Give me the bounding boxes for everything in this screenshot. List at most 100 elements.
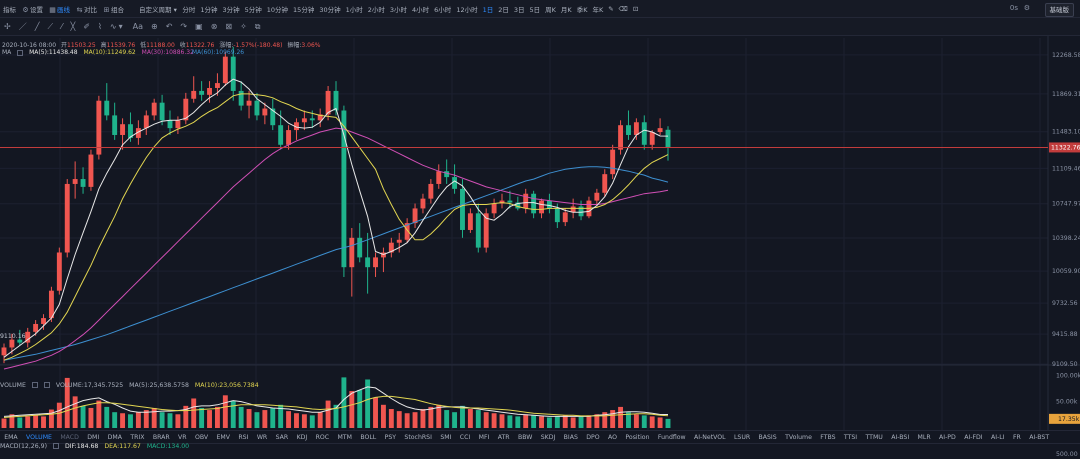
top-menu-label: 对比 — [84, 5, 97, 14]
indicator-tab-emv[interactable]: EMV — [216, 433, 230, 441]
timeframe-8[interactable]: 2小时 — [367, 5, 385, 14]
macd-settings-icon[interactable] — [52, 443, 59, 449]
indicator-tab-vr[interactable]: VR — [178, 433, 187, 441]
indicator-tab-ai-li[interactable]: AI-LI — [991, 433, 1005, 441]
indicator-tab-skdj[interactable]: SKDJ — [540, 433, 556, 441]
top-extra-icon[interactable]: ✎ — [608, 4, 614, 13]
indicator-tab-basis[interactable]: BASIS — [758, 433, 777, 441]
top-extra-icon[interactable]: ⊡ — [632, 4, 639, 13]
indicator-tab-ai-bst[interactable]: AI-BST — [1029, 433, 1050, 441]
indicator-tab-ftbs[interactable]: FTBS — [820, 433, 836, 441]
timeframe-7[interactable]: 1小时 — [345, 5, 363, 14]
indicator-tab-boll[interactable]: BOLL — [360, 433, 377, 441]
indicator-tab-position[interactable]: Position — [625, 433, 650, 441]
top-menu-2[interactable]: ▦画线 — [49, 4, 70, 14]
drawing-tool-icon[interactable]: ⁄ — [61, 22, 63, 31]
timeframe-16[interactable]: 5日 — [529, 5, 541, 14]
volume-settings-icon[interactable] — [31, 382, 38, 388]
indicator-tab-trix[interactable]: TRIX — [130, 433, 145, 441]
drawing-tool-icon[interactable]: ▣ — [195, 22, 203, 31]
chevron-down-icon[interactable]: ▾ — [118, 22, 123, 31]
drawing-tool-icon[interactable]: ✧ — [240, 22, 247, 31]
indicator-tab-mlr[interactable]: MLR — [917, 433, 931, 441]
drawing-tool-icon[interactable]: ↷ — [180, 22, 188, 31]
drawing-tool-icon[interactable]: ✢ — [4, 22, 11, 31]
volume-close-icon[interactable] — [43, 382, 50, 388]
drawing-tool-icon[interactable]: ↶ — [165, 22, 173, 31]
timeframe-11[interactable]: 6小时 — [434, 5, 452, 14]
indicator-tab-dpo[interactable]: DPO — [586, 433, 600, 441]
drawing-tool-icon[interactable]: ⊕ — [151, 22, 158, 31]
drawing-tool-icon[interactable]: ✐ — [83, 22, 91, 31]
top-menu-3[interactable]: ⇆ 对比 — [76, 4, 97, 14]
indicator-tab-dma[interactable]: DMA — [107, 433, 122, 441]
indicator-tab-rsi[interactable]: RSI — [238, 433, 249, 441]
indicator-tab-mfi[interactable]: MFI — [478, 433, 490, 441]
drawing-tool-icon[interactable]: ╳ — [70, 22, 76, 31]
top-menu-4[interactable]: ⊞ 组合 — [103, 4, 124, 14]
drawing-tool-icon[interactable]: ⟋ — [47, 21, 54, 31]
timeframe-14[interactable]: 2日 — [498, 5, 509, 14]
timeframe-3[interactable]: 5分钟 — [244, 5, 262, 14]
indicator-tab-ai-bsi[interactable]: AI-BSI — [891, 433, 910, 441]
drawing-tool-icon[interactable]: ⊗ — [210, 22, 218, 31]
indicator-tab-brar[interactable]: BRAR — [152, 433, 170, 441]
indicator-tab-tvolume[interactable]: TVolume — [785, 433, 812, 441]
timeframe-5[interactable]: 15分钟 — [293, 5, 315, 14]
timeframe-4[interactable]: 10分钟 — [266, 5, 289, 14]
timeframe-13[interactable]: 1日 — [482, 5, 494, 14]
top-extra-icon[interactable]: ⌫ — [618, 4, 628, 13]
top-menu-1[interactable]: ⚙设置 — [22, 4, 43, 14]
indicator-tab-fr[interactable]: FR — [1012, 433, 1021, 441]
basic-version-button[interactable]: 基础版 — [1044, 3, 1074, 17]
indicator-tab-bbw[interactable]: BBW — [517, 433, 533, 441]
timeframe-12[interactable]: 12小时 — [456, 5, 478, 14]
custom-period-dropdown[interactable]: 自定义周期 ▾ — [139, 5, 177, 14]
indicator-tab-mtm[interactable]: MTM — [337, 433, 352, 441]
indicator-tab-psy[interactable]: PSY — [384, 433, 397, 441]
timeframe-1[interactable]: 1分钟 — [200, 5, 218, 14]
indicator-tab-smi[interactable]: SMI — [440, 433, 452, 441]
indicator-tab-ttmu[interactable]: TTMU — [865, 433, 883, 441]
indicator-tab-ai-fdi[interactable]: AI-FDI — [964, 433, 983, 441]
drawing-tool-icon[interactable]: ⌇ — [98, 22, 102, 31]
settings-icon[interactable]: ⚙ — [1023, 4, 1030, 12]
indicator-tab-dmi[interactable]: DMI — [87, 433, 100, 441]
timeframe-2[interactable]: 3分钟 — [222, 5, 240, 14]
indicator-tab-macd[interactable]: MACD — [60, 433, 79, 441]
timeframe-19[interactable]: 季K — [576, 5, 588, 14]
timeframe-6[interactable]: 30分钟 — [319, 5, 341, 14]
timeframe-10[interactable]: 4小时 — [412, 5, 430, 14]
indicator-tab-ttsi[interactable]: TTSI — [843, 433, 858, 441]
indicator-tab-atr[interactable]: ATR — [497, 433, 510, 441]
drawing-tool-icon[interactable]: ／ — [18, 22, 27, 31]
indicator-tab-kdj[interactable]: KDJ — [296, 433, 308, 441]
indicator-tab-ema[interactable]: EMA — [4, 433, 18, 441]
indicator-tab-roc[interactable]: ROC — [315, 433, 330, 441]
ma-settings-icon[interactable] — [17, 49, 24, 56]
indicator-tab-fundflow[interactable]: Fundflow — [657, 433, 686, 441]
drawing-tool-icon[interactable]: Aa — [132, 22, 144, 31]
drawing-tool-icon[interactable]: ∿ — [109, 22, 117, 31]
timeframe-0[interactable]: 分时 — [182, 5, 196, 14]
indicator-tab-ai-pd[interactable]: AI-PD — [939, 433, 956, 441]
top-menu-0[interactable]: 指标 — [3, 4, 16, 14]
indicator-tab-stochrsi[interactable]: StochRSI — [404, 433, 432, 441]
indicator-tab-ai-netvol[interactable]: AI-NetVOL — [693, 433, 726, 441]
indicator-tab-cci[interactable]: CCI — [459, 433, 471, 441]
timeframe-18[interactable]: 月K — [560, 5, 572, 14]
indicator-tab-ao[interactable]: AO — [608, 433, 618, 441]
indicator-tab-obv[interactable]: OBV — [194, 433, 209, 441]
drawing-tool-icon[interactable]: ╱ — [34, 22, 40, 31]
timeframe-9[interactable]: 3小时 — [389, 5, 408, 14]
drawing-tool-icon[interactable]: ⊠ — [225, 22, 233, 31]
timeframe-15[interactable]: 3日 — [513, 5, 525, 14]
indicator-tab-lsur[interactable]: LSUR — [733, 433, 751, 441]
indicator-tab-wr[interactable]: WR — [256, 433, 268, 441]
timeframe-20[interactable]: 年K — [592, 5, 604, 14]
indicator-tab-bias[interactable]: BIAS — [563, 433, 578, 441]
indicator-tab-sar[interactable]: SAR — [275, 433, 289, 441]
drawing-tool-icon[interactable]: ⧉ — [254, 21, 261, 31]
timeframe-17[interactable]: 周K — [545, 5, 556, 14]
indicator-tab-volume[interactable]: VOLUME — [26, 433, 52, 441]
